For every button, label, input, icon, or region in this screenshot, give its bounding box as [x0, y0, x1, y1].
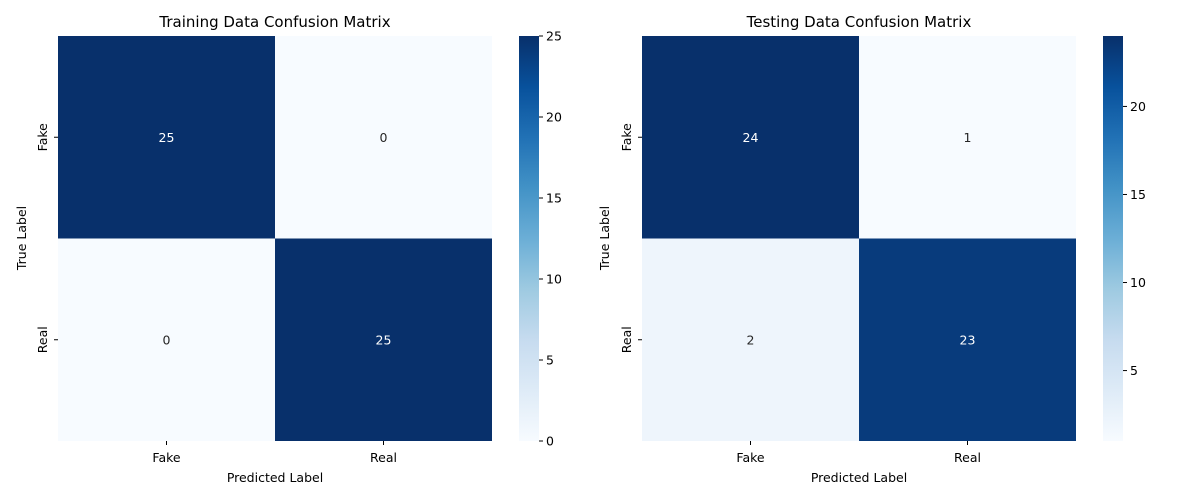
- testing-x-tick-label: Real: [954, 450, 981, 465]
- training-cell: [58, 36, 275, 239]
- training-x-tick-label: Real: [370, 450, 397, 465]
- testing-colorbar-tick-label: 20: [1130, 99, 1146, 114]
- testing-heatmap-panel: Testing Data Confusion Matrix Predicted …: [597, 13, 1146, 485]
- training-cell: [275, 36, 492, 239]
- testing-y-ticks: Fake Real: [619, 123, 642, 353]
- testing-cell: [859, 238, 1076, 441]
- training-y-ticks: Fake Real: [35, 123, 58, 353]
- training-colorbar-ticks: 0 5 10 15 20 25: [539, 29, 562, 449]
- training-cells: 25 0 0 25: [58, 36, 492, 441]
- training-y-axis-label: True Label: [14, 206, 29, 271]
- testing-cell-value: 1: [964, 130, 972, 145]
- training-heatmap-panel: Training Data Confusion Matrix Predicted…: [14, 13, 562, 485]
- training-y-tick-label: Real: [35, 326, 50, 353]
- training-cell: [275, 238, 492, 441]
- testing-cell-value: 23: [960, 332, 976, 347]
- testing-colorbar-tick-label: 10: [1130, 275, 1146, 290]
- training-chart-title: Training Data Confusion Matrix: [158, 13, 390, 31]
- training-cell: [58, 238, 275, 441]
- training-colorbar-tick-label: 10: [546, 272, 562, 287]
- testing-cell: [642, 36, 859, 239]
- testing-y-tick-label: Real: [619, 326, 634, 353]
- training-colorbar-tick-label: 20: [546, 110, 562, 125]
- testing-x-ticks: Fake Real: [736, 441, 981, 465]
- testing-colorbar-tick-label: 5: [1130, 363, 1138, 378]
- training-colorbar-tick-label: 25: [546, 29, 562, 44]
- training-x-axis-label: Predicted Label: [227, 470, 323, 485]
- testing-chart-title: Testing Data Confusion Matrix: [746, 13, 972, 31]
- training-cell-value: 0: [163, 332, 171, 347]
- testing-colorbar: [1103, 36, 1123, 441]
- training-colorbar-tick-label: 0: [546, 434, 554, 449]
- testing-cell: [642, 238, 859, 441]
- testing-cells: 24 1 2 23: [642, 36, 1076, 441]
- training-y-tick-label: Fake: [35, 123, 50, 151]
- training-cell-value: 0: [380, 130, 388, 145]
- testing-y-tick-label: Fake: [619, 123, 634, 151]
- testing-y-axis-label: True Label: [597, 206, 612, 271]
- training-x-ticks: Fake Real: [152, 441, 397, 465]
- training-colorbar-tick-label: 5: [546, 353, 554, 368]
- training-colorbar: [519, 36, 539, 441]
- training-x-tick-label: Fake: [152, 450, 180, 465]
- testing-colorbar-ticks: 5 10 15 20: [1123, 99, 1146, 378]
- testing-x-tick-label: Fake: [736, 450, 764, 465]
- testing-x-axis-label: Predicted Label: [811, 470, 907, 485]
- training-cell-value: 25: [376, 332, 392, 347]
- testing-cell-value: 2: [747, 332, 755, 347]
- testing-cell: [859, 36, 1076, 239]
- training-cell-value: 25: [159, 130, 175, 145]
- testing-colorbar-tick-label: 15: [1130, 187, 1146, 202]
- training-colorbar-tick-label: 15: [546, 191, 562, 206]
- testing-cell-value: 24: [743, 130, 759, 145]
